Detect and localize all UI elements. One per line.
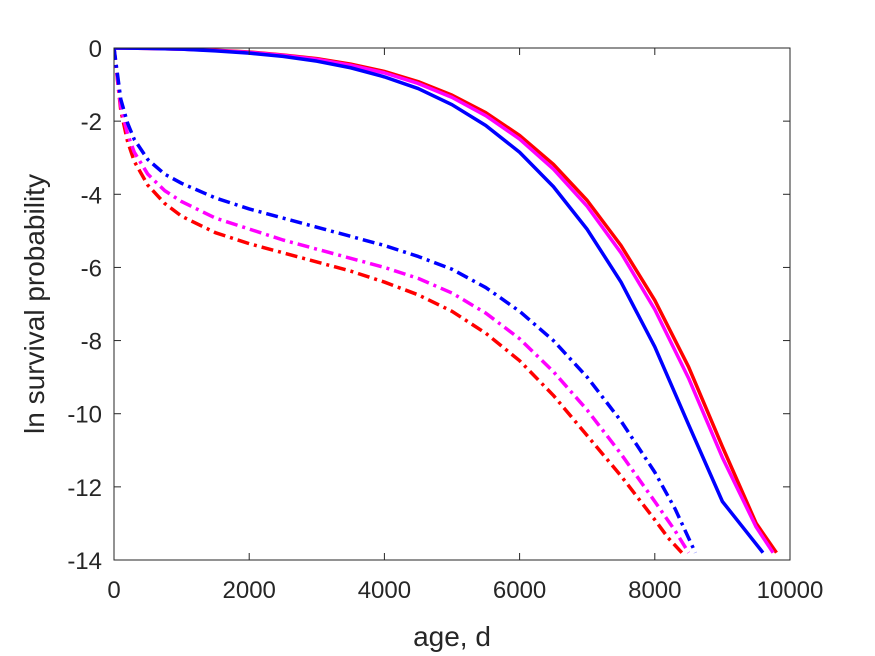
y-axis-label: ln survival probability — [19, 174, 50, 434]
x-tick-label: 0 — [107, 577, 120, 604]
series-line-6 — [114, 48, 697, 554]
y-tick-label: 0 — [89, 36, 102, 63]
x-tick-label: 6000 — [493, 577, 546, 604]
y-tick-label: -4 — [81, 182, 102, 209]
axes-box — [113, 47, 791, 561]
y-tick-label: -8 — [81, 329, 102, 356]
plot-area — [114, 48, 790, 560]
x-tick-label: 10000 — [757, 577, 824, 604]
x-tick-label: 4000 — [358, 577, 411, 604]
x-axis-label: age, d — [413, 621, 491, 652]
series-line-5 — [114, 48, 691, 554]
series-line-3 — [114, 48, 765, 554]
x-tick-label: 2000 — [223, 577, 276, 604]
y-tick-label: -14 — [67, 548, 102, 575]
y-tick-label: -10 — [67, 402, 102, 429]
series-line-4 — [114, 48, 684, 554]
y-tick-label: -6 — [81, 255, 102, 282]
x-tick-label: 8000 — [628, 577, 681, 604]
y-tick-label: -12 — [67, 475, 102, 502]
y-tick-label: -2 — [81, 109, 102, 136]
